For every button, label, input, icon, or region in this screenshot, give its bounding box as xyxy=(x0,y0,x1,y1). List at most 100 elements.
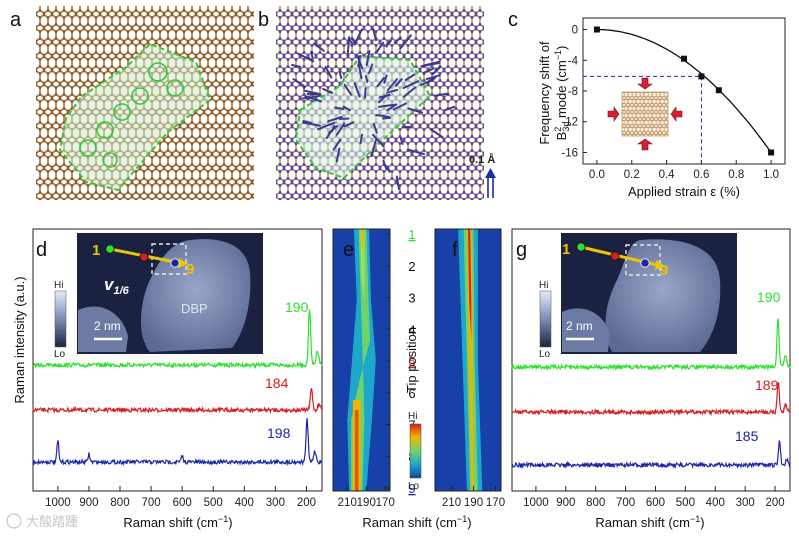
ylabel-raman-intensity: Raman intensity (a.u.) xyxy=(12,276,27,403)
displacement-vectors xyxy=(291,27,456,191)
xtick-label: 210 xyxy=(338,497,357,509)
ylabel-c-line2: B23g mode (cm−1) xyxy=(553,46,571,141)
heatmap-band xyxy=(468,229,472,340)
spectra-d xyxy=(32,309,323,467)
displacement-vector xyxy=(420,62,440,68)
displacement-vector xyxy=(404,73,416,82)
tip-position-label: 3 xyxy=(408,291,415,306)
displacement-vector xyxy=(327,115,343,123)
peak-label-d-green: 190 xyxy=(285,299,309,315)
displacement-vector xyxy=(322,87,334,94)
data-point-c xyxy=(768,149,775,156)
colorbar-map-lo: Lo xyxy=(408,481,420,492)
xtick-label-c: 1.0 xyxy=(763,169,779,181)
displacement-vector xyxy=(402,86,417,98)
displacement-vector xyxy=(310,50,314,59)
displacement-vector xyxy=(304,95,322,103)
xtick-label-c: 0.8 xyxy=(728,169,744,181)
xtick-label: 1000 xyxy=(523,497,549,509)
axes-ticks-c: 0.0 0.2 0.4 0.6 0.8 1.0 0 -4 -8 -12 -16 xyxy=(561,25,779,181)
colorbar-d xyxy=(54,290,67,348)
displacement-vector xyxy=(386,88,399,94)
data-point-c xyxy=(593,26,600,33)
xtick-label: 190 xyxy=(464,497,483,509)
displacement-vector xyxy=(364,86,367,99)
heatmap-band xyxy=(361,229,365,250)
stm-label-end-d: 9 xyxy=(186,261,194,278)
panel-label-f: f xyxy=(452,239,458,261)
displacement-vector xyxy=(302,121,322,127)
xticks-e: 210 190 170 xyxy=(338,486,395,509)
xticks-d: 1000 900 800 700 600 500 400 300 200 xyxy=(45,486,316,509)
displacement-vector xyxy=(372,27,378,42)
spectrum-blue xyxy=(511,439,791,470)
spectra-g xyxy=(511,318,791,470)
stm-image-g: 1 9 2 nm Hi Lo xyxy=(539,233,737,360)
peak-label-g-blue: 185 xyxy=(735,428,759,444)
panel-g: 1 9 2 nm Hi Lo g 190 189 185 1000 900 800 7… xyxy=(511,228,791,530)
displacement-vector xyxy=(357,62,363,80)
displacement-vector xyxy=(386,103,398,112)
colorbar-g xyxy=(539,290,552,348)
xtick-label-c: 0.6 xyxy=(693,169,709,181)
xtick-label: 170 xyxy=(486,497,505,509)
displacement-vector xyxy=(402,80,420,90)
dbp-label: DBP xyxy=(181,301,208,316)
tip-point-5-g xyxy=(610,251,620,261)
displacement-vector xyxy=(377,103,395,108)
xtick-label: 190 xyxy=(357,497,376,509)
tip-position-label: 9 xyxy=(408,481,415,496)
guide-lines-c xyxy=(583,75,702,164)
displacement-vector xyxy=(338,70,343,80)
xtick-label: 200 xyxy=(765,497,784,509)
xtick-label: 200 xyxy=(297,497,316,509)
spectrum-green xyxy=(511,318,791,371)
data-points-c xyxy=(593,26,775,156)
xtick-label: 900 xyxy=(556,497,575,509)
displacement-vector xyxy=(356,54,364,70)
xtick-label: 170 xyxy=(376,497,395,509)
xlabel-g: Raman shift (cm−1) xyxy=(595,514,704,530)
panel-b: b 0.1 Å xyxy=(258,6,496,200)
displacement-vector xyxy=(429,128,444,139)
peak-label-g-red: 189 xyxy=(755,377,779,393)
scale-arrow: 0.1 Å xyxy=(469,153,496,198)
spectrum-blue xyxy=(32,418,323,467)
colorbar-lo-g: Lo xyxy=(539,349,551,360)
tip-point-1-g xyxy=(576,242,586,252)
displacement-vector xyxy=(394,78,403,87)
displacement-vector xyxy=(385,39,392,48)
displacement-vector xyxy=(303,89,320,95)
ylabel-c-line1: Frequency shift of xyxy=(537,41,552,145)
displacement-vector xyxy=(399,137,404,145)
panel-label-b: b xyxy=(258,9,269,31)
spectrum-red xyxy=(511,382,791,417)
scale-label-d: 2 nm xyxy=(94,319,121,333)
xtick-label: 400 xyxy=(235,497,254,509)
displacement-vector xyxy=(395,175,400,191)
displacement-vector xyxy=(343,83,353,96)
watermark-text: 大酸踏踵 xyxy=(26,514,78,529)
xtick-label: 800 xyxy=(586,497,605,509)
colorbar-map-hi: Hi xyxy=(408,411,417,422)
xtick-label: 500 xyxy=(676,497,695,509)
displacement-vector xyxy=(312,42,325,52)
strain-arrow-right xyxy=(670,106,683,122)
colorbar-hi-d: Hi xyxy=(54,280,63,291)
tip-position-label: 6 xyxy=(408,386,415,401)
strain-arrow-left xyxy=(607,106,620,122)
displacement-vector xyxy=(364,74,369,83)
watermark: 大酸踏踵 xyxy=(6,513,78,529)
displacement-vector xyxy=(334,106,345,110)
displacement-vector xyxy=(368,63,374,74)
ylabel-tip-position: Tip position xyxy=(404,327,419,393)
displacement-vector xyxy=(383,74,388,84)
heatmap-band xyxy=(466,229,474,491)
panel-a: a xyxy=(10,6,254,200)
displacement-vector xyxy=(365,50,371,67)
panel-d: 1 9 v1/6 DBP 2 nm Hi Lo d 190 184 198 10… xyxy=(32,228,323,530)
displacement-vector xyxy=(332,138,342,151)
ytick-label-c: 0 xyxy=(572,25,578,37)
ytick-label-c: -4 xyxy=(568,55,579,67)
